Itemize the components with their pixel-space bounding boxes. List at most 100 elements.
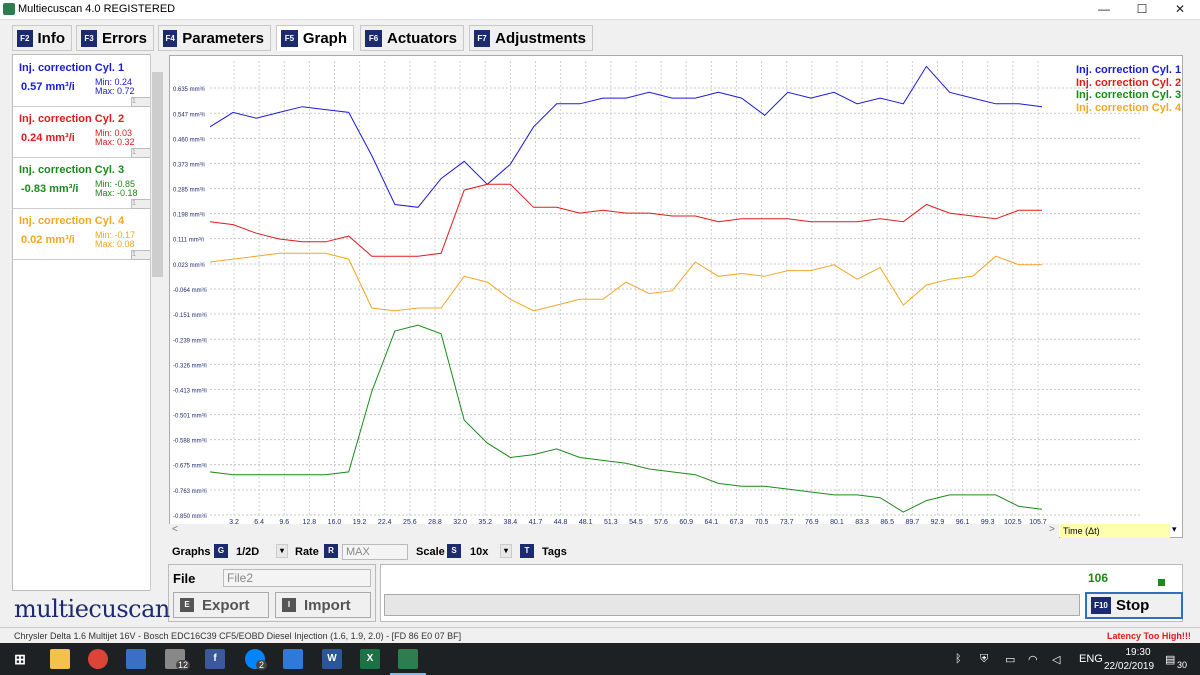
x-tick-label: 105.7 [1029,519,1047,526]
file-select[interactable]: File2 [223,569,371,587]
import-button[interactable]: I Import [275,592,371,618]
volume-icon[interactable]: ◁ [1052,654,1061,666]
x-tick-label: 57.6 [654,519,668,526]
y-tick-label: -0.151 mm³/i [173,313,207,319]
notification-count: 30 [1177,660,1188,670]
channel-name: Inj. correction Cyl. 3 [19,164,125,176]
close-button[interactable]: ✕ [1174,2,1186,16]
app-logo: multiecuscan [14,595,170,623]
export-button[interactable]: E Export [173,592,269,618]
channel-max: Max: -0.18 [95,188,138,198]
store-icon[interactable] [126,649,146,669]
x-tick-label: 22.4 [378,519,392,526]
stop-button[interactable]: F10 Stop [1085,592,1183,619]
x-tick-label: 89.7 [906,519,920,526]
language-indicator[interactable]: ENG [1079,653,1103,665]
channel-name: Inj. correction Cyl. 1 [19,62,125,74]
channel-item[interactable]: Inj. correction Cyl. 4 0.02 mm³/i Min: -… [13,210,159,260]
scroll-left-arrow[interactable]: < [172,524,178,535]
x-tick-label: 51.3 [604,519,618,526]
windows-start-icon[interactable]: ⊞ [14,651,26,667]
taskbar: ⊞ 12 f 2 W X ᛒ ⛨ ▭ ◠ ◁ ENG 19:30 22/02/2… [0,643,1200,675]
tags-label[interactable]: Tags [542,546,567,558]
chrome-icon[interactable] [88,649,108,669]
scroll-right-arrow[interactable]: > [1049,524,1055,535]
active-app-indicator [390,673,426,675]
x-tick-label: 64.1 [705,519,719,526]
x-tick-label: 73.7 [780,519,794,526]
graphs-key[interactable]: G [214,544,228,558]
y-tick-label: -0.675 mm³/i [173,464,207,470]
scale-dropdown[interactable]: ▾ [500,544,512,558]
scrollbar-thumb[interactable] [152,72,163,277]
rate-select[interactable]: MAX [342,544,408,560]
graph-plot: 0.635 mm³/i 0.547 mm³/i 0.460 mm³/i 0.373 m… [173,61,1142,526]
graph-area[interactable]: 0.635 mm³/i 0.547 mm³/i 0.460 mm³/i 0.373 m… [169,55,1183,538]
x-tick-label: 83.3 [855,519,869,526]
file-explorer-icon[interactable] [50,649,70,669]
tab-label: Errors [101,29,147,47]
multiecuscan-taskbar-icon[interactable] [398,649,418,669]
scale-value[interactable]: 10x [470,546,489,558]
wifi-icon[interactable]: ◠ [1028,654,1038,666]
tab-info[interactable]: F2 Info [12,25,72,51]
tab-key: F7 [474,29,491,47]
x-tick-label: 60.9 [679,519,693,526]
time-axis-select[interactable]: Time (Δt) [1060,524,1170,538]
graph-horizontal-scrollbar[interactable]: < > [169,524,1059,538]
instagram-icon[interactable] [283,649,303,669]
word-icon[interactable]: W [322,649,342,669]
x-tick-label: 25.6 [403,519,417,526]
messenger-badge: 2 [256,660,268,670]
tab-label: Actuators [386,29,457,47]
minimize-button[interactable]: — [1098,2,1110,16]
y-tick-label: 0.373 mm³/i [173,162,205,168]
clock-time[interactable]: 19:30 [1125,647,1151,658]
x-tick-label: 41.7 [529,519,543,526]
y-tick-label: -0.413 mm³/i [173,388,207,394]
latency-warning: Latency Too High!!! [1107,631,1191,641]
graphs-value[interactable]: 1/2D [236,546,260,558]
tags-key[interactable]: T [520,544,534,558]
chevron-down-icon[interactable]: ▾ [1172,524,1177,534]
tab-adjustments[interactable]: F7 Adjustments [469,25,593,51]
shield-icon[interactable]: ⛨ [980,653,989,665]
channel-min: Min: -0.85 [95,179,136,189]
channel-item[interactable]: Inj. correction Cyl. 3 -0.83 mm³/i Min: … [13,159,159,209]
title-bar: Multiecuscan 4.0 REGISTERED — ☐ ✕ [0,0,1200,20]
y-tick-label: 0.460 mm³/i [173,137,205,143]
status-bar: Chrysler Delta 1.6 Multijet 16V - Bosch … [0,627,1200,643]
tab-graph[interactable]: F5 Graph [276,25,354,51]
stop-key: F10 [1091,597,1111,614]
channel-item[interactable]: Inj. correction Cyl. 1 0.57 mm³/i Min: 0… [13,57,159,107]
excel-icon[interactable]: X [360,649,380,669]
facebook-icon[interactable]: f [205,649,225,669]
y-tick-label: -0.850 mm³/i [173,514,207,520]
notification-icon[interactable]: ▤ [1165,654,1176,666]
channel-max: Max: 0.08 [95,239,135,249]
window-title: Multiecuscan 4.0 REGISTERED [18,3,176,15]
x-tick-label: 38.4 [504,519,518,526]
channel-min: Min: -0.17 [95,230,136,240]
tab-actuators[interactable]: F6 Actuators [360,25,464,51]
rate-key[interactable]: R [324,544,338,558]
tab-errors[interactable]: F3 Errors [76,25,154,51]
bluetooth-icon[interactable]: ᛒ [955,653,962,665]
file-panel: File File2 E Export I Import [168,564,376,622]
battery-icon[interactable]: ▭ [1005,654,1016,666]
channel-item[interactable]: Inj. correction Cyl. 2 0.24 mm³/i Min: 0… [13,108,159,158]
y-tick-label: -0.326 mm³/i [173,363,207,369]
y-tick-label: 0.547 mm³/i [173,112,205,118]
channel-value: 0.24 mm³/i [21,132,75,144]
graphs-dropdown[interactable]: ▾ [276,544,288,558]
channel-list-scrollbar[interactable] [150,54,164,591]
clock-date[interactable]: 22/02/2019 [1104,661,1155,672]
maximize-button[interactable]: ☐ [1136,2,1148,16]
tab-parameters[interactable]: F4 Parameters [158,25,271,51]
y-tick-label: 0.635 mm³/i [173,87,205,93]
import-label: Import [304,596,351,614]
channel-value: -0.83 mm³/i [21,183,79,195]
scale-key[interactable]: S [447,544,461,558]
x-tick-label: 80.1 [830,519,844,526]
x-tick-label: 6.4 [254,519,264,526]
